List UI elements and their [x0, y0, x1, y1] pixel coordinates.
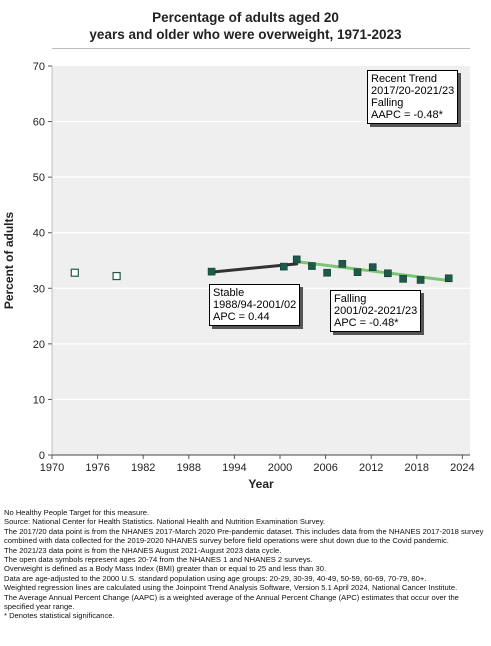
data-point	[292, 255, 301, 264]
x-tick-label: 2000	[268, 462, 292, 474]
chart-title-line-1: Percentage of adults aged 20	[152, 10, 339, 25]
chart-title-line-2: years and older who were overweight, 197…	[89, 27, 402, 42]
falling-range: 2001/02-2021/23	[334, 305, 418, 317]
footnote: The Average Annual Percent Change (AAPC)…	[4, 592, 459, 612]
chart: 0 10 20 30 40 50 60 70 1970 1976 1982 1988 1994 2000 2…	[2, 61, 475, 491]
y-tick-label: 10	[33, 394, 45, 406]
recent-trend-direction: Falling	[371, 97, 404, 109]
data-point	[444, 274, 453, 283]
y-axis-label: Percent of adults	[2, 212, 16, 310]
y-tick-label: 70	[33, 61, 45, 73]
footnote: Source: National Center for Health Stati…	[4, 517, 326, 527]
y-tick-label: 40	[33, 228, 45, 240]
data-point	[207, 267, 216, 276]
data-point-open	[70, 268, 79, 277]
data-point	[416, 276, 425, 284]
footnote: The 2017/20 data point is from the NHANE…	[4, 526, 484, 546]
data-point	[308, 262, 316, 270]
x-tick-label: 1982	[131, 462, 155, 474]
footnote: Weighted regression lines are calculated…	[4, 583, 458, 593]
data-point	[399, 275, 407, 283]
x-tick-label: 2012	[359, 462, 383, 474]
footnotes: No Healthy People Target for this measur…	[4, 508, 488, 621]
data-point	[384, 269, 392, 278]
data-point	[323, 268, 331, 277]
x-tick-label: 1994	[222, 462, 246, 474]
x-tick-label: 2018	[405, 462, 429, 474]
footnote: * Denotes statistical significance.	[4, 611, 115, 621]
x-tick-label: 1976	[85, 462, 109, 474]
footnote: Data are age-adjusted to the 2000 U.S. s…	[4, 573, 427, 583]
falling-apc: APC = -0.48*	[334, 317, 399, 329]
footnote: The open data symbols represent ages 20-…	[4, 555, 313, 565]
recent-trend-title: Recent Trend	[371, 73, 438, 85]
y-tick-label: 20	[33, 339, 45, 351]
stable-title: Stable	[213, 287, 245, 299]
data-point	[353, 268, 362, 276]
footnote: No Healthy People Target for this measur…	[4, 508, 150, 517]
chart-title: Percentage of adults aged 20 years and o…	[0, 9, 491, 43]
data-point	[279, 262, 288, 271]
y-tick-label: 0	[39, 450, 45, 462]
falling-callout: Falling 2001/02-2021/23 APC = -0.48*	[330, 290, 422, 332]
x-tick-label: 1988	[177, 462, 201, 474]
x-tick-label: 2006	[313, 462, 337, 474]
footnote: Overweight is defined as a Body Mass Ind…	[4, 564, 327, 574]
recent-trend-aapc: AAPC = -0.48*	[371, 109, 443, 121]
falling-title: Falling	[334, 293, 367, 305]
recent-trend-range: 2017/20-2021/23	[371, 85, 455, 97]
footnote: The 2021/23 data point is from the NHANE…	[4, 545, 282, 555]
data-point	[368, 263, 377, 271]
stable-callout: Stable 1988/94-2001/02 APC = 0.44	[209, 284, 301, 326]
title-divider	[52, 48, 470, 49]
x-axis-label: Year	[248, 477, 274, 491]
y-tick-label: 60	[33, 117, 45, 129]
y-tick-label: 50	[33, 172, 45, 184]
stable-range: 1988/94-2001/02	[213, 299, 297, 311]
recent-trend-callout: Recent Trend 2017/20-2021/23 Falling AAP…	[367, 70, 459, 124]
x-tick-label: 2024	[450, 462, 474, 474]
data-point-open	[112, 271, 121, 281]
plot-area	[52, 66, 470, 455]
data-point	[338, 260, 347, 268]
y-tick-label: 30	[33, 283, 45, 295]
x-tick-label: 1970	[40, 462, 64, 474]
stable-apc: APC = 0.44	[213, 311, 270, 323]
